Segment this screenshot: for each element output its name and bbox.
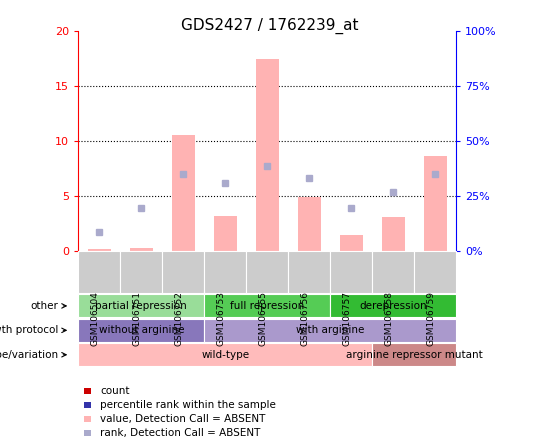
Text: GSM106755: GSM106755 xyxy=(258,291,267,346)
Text: partial repression: partial repression xyxy=(96,301,187,311)
Text: GSM106757: GSM106757 xyxy=(342,291,352,346)
Bar xyxy=(340,235,363,251)
Text: GSM106504: GSM106504 xyxy=(90,291,99,346)
Bar xyxy=(130,248,153,251)
Text: without arginine: without arginine xyxy=(98,325,184,335)
Text: with arginine: with arginine xyxy=(296,325,364,335)
Text: count: count xyxy=(100,386,130,396)
Text: growth protocol: growth protocol xyxy=(0,325,58,335)
Text: percentile rank within the sample: percentile rank within the sample xyxy=(100,400,276,410)
Text: GSM106758: GSM106758 xyxy=(384,291,393,346)
Bar xyxy=(172,135,195,251)
Text: derepression: derepression xyxy=(360,301,427,311)
Bar xyxy=(382,217,405,251)
Text: genotype/variation: genotype/variation xyxy=(0,350,58,360)
Bar xyxy=(87,249,111,251)
Text: GDS2427 / 1762239_at: GDS2427 / 1762239_at xyxy=(181,18,359,34)
Text: rank, Detection Call = ABSENT: rank, Detection Call = ABSENT xyxy=(100,428,260,438)
Text: GSM106752: GSM106752 xyxy=(174,291,183,346)
Text: GSM106756: GSM106756 xyxy=(300,291,309,346)
Bar xyxy=(424,156,447,251)
Text: full repression: full repression xyxy=(230,301,305,311)
Text: GSM106753: GSM106753 xyxy=(217,291,225,346)
Text: GSM106759: GSM106759 xyxy=(426,291,435,346)
Text: wild-type: wild-type xyxy=(201,350,249,360)
Bar xyxy=(298,197,321,251)
Text: GSM106751: GSM106751 xyxy=(132,291,141,346)
Text: arginine repressor mutant: arginine repressor mutant xyxy=(346,350,483,360)
Text: value, Detection Call = ABSENT: value, Detection Call = ABSENT xyxy=(100,414,265,424)
Bar xyxy=(214,216,237,251)
Text: other: other xyxy=(30,301,58,311)
Bar xyxy=(256,59,279,251)
